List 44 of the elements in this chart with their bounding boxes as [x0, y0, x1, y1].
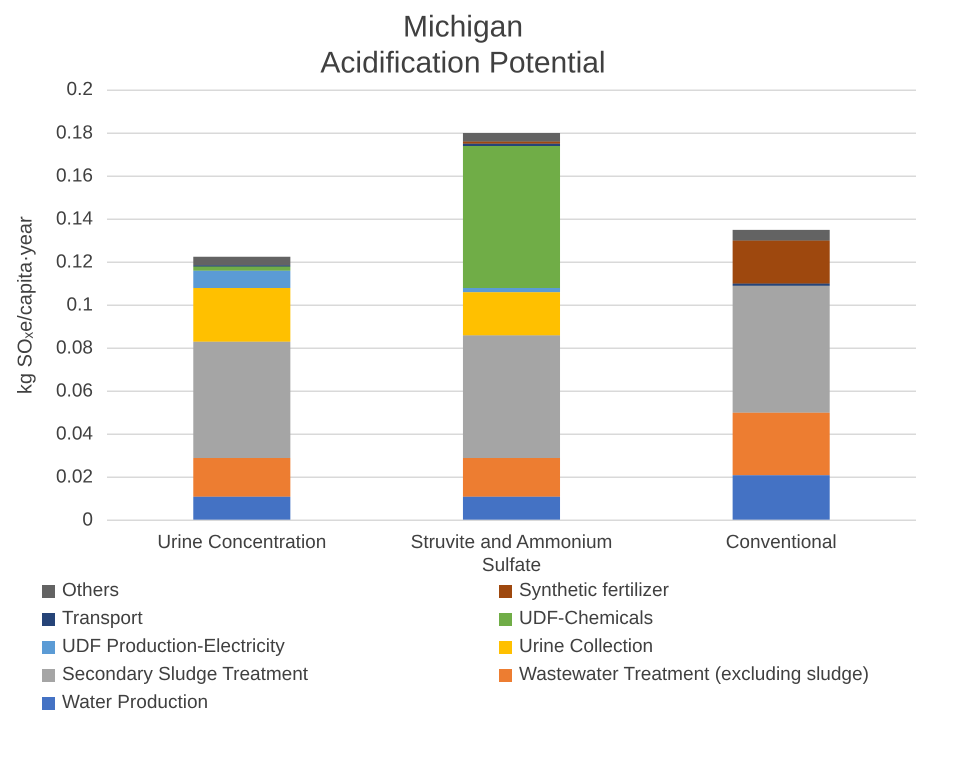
y-tick-label: 0.1: [66, 294, 93, 316]
y-tick-label: 0: [82, 510, 93, 531]
x-tick-label: Urine Concentration: [157, 532, 326, 554]
bar: [462, 288, 560, 292]
y-tick-label: 0.12: [56, 251, 93, 272]
legend-label: Secondary Sludge Treatment: [62, 664, 308, 686]
bar: [462, 133, 560, 142]
legend-label: Transport: [62, 608, 143, 630]
legend-label: Urine Collection: [519, 636, 654, 658]
bar: [193, 270, 290, 288]
legend-label: UDF-Chemicals: [519, 608, 654, 630]
bar: [193, 342, 290, 458]
bar: [732, 230, 830, 241]
legend-label: Wastewater Treatment (excluding sludge): [519, 664, 869, 686]
bar: [462, 458, 560, 497]
bar: [193, 496, 290, 520]
legend-label: Water Production: [62, 692, 208, 714]
bar: [462, 146, 560, 288]
bar: [193, 266, 290, 271]
bar: [462, 292, 560, 336]
x-tick-label: Conventional: [726, 532, 837, 554]
bar: [732, 240, 830, 284]
bar: [732, 286, 830, 413]
y-tick-label: 0.06: [56, 380, 93, 402]
bar: [193, 458, 290, 497]
y-tick-label: 0.02: [56, 466, 93, 488]
bar: [462, 335, 560, 458]
y-tick-label: 0.16: [56, 165, 93, 186]
bar: [193, 288, 290, 342]
bar: [732, 475, 830, 520]
y-tick-label: 0.18: [56, 122, 93, 144]
y-tick-label: 0.14: [56, 208, 94, 230]
y-tick-label: 0.04: [56, 424, 94, 445]
bar: [462, 496, 560, 520]
chart-title: Michigan Acidification Potential: [320, 10, 606, 80]
legend-label: Synthetic fertilizer: [519, 580, 669, 602]
y-axis-title: kg SOₓe/capita·year: [14, 216, 37, 394]
x-tick-label: Struvite and Ammonium Sulfate: [410, 532, 612, 576]
y-tick-label: 0.2: [66, 79, 93, 100]
legend-label: UDF Production-Electricity: [62, 636, 285, 658]
y-tick-label: 0.08: [56, 337, 93, 358]
bar: [193, 256, 290, 266]
legend-label: Others: [62, 580, 120, 602]
bar: [732, 412, 830, 476]
